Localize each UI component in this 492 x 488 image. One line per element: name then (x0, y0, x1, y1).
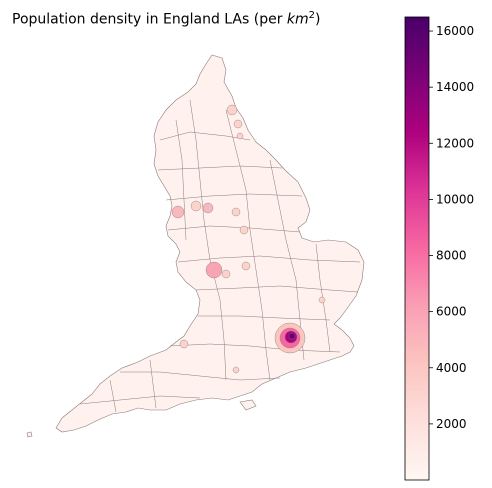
colorbar-tick-label-5: 12000 (436, 136, 474, 150)
colorbar-tick-label-0: 2000 (436, 417, 467, 431)
isles-of-scilly (26, 431, 33, 438)
colorbar-gradient (404, 16, 430, 481)
colorbar-tick-label-7: 16000 (436, 24, 474, 38)
colorbar-tick-label-3: 8000 (436, 249, 467, 263)
colorbar-tick-label-6: 14000 (436, 80, 474, 94)
map-title: Population density in England LAs (per k… (12, 10, 321, 28)
isle-of-wight (239, 399, 257, 411)
london-area (274, 322, 306, 354)
la-boundaries (79, 99, 361, 413)
colorbar-tick-label-2: 6000 (436, 305, 467, 319)
colorbar-tick-label-1: 4000 (436, 361, 467, 375)
colorbar-tick-label-4: 10000 (436, 192, 474, 206)
urban-areas (171, 104, 326, 374)
england-choropleth-map (26, 54, 365, 438)
